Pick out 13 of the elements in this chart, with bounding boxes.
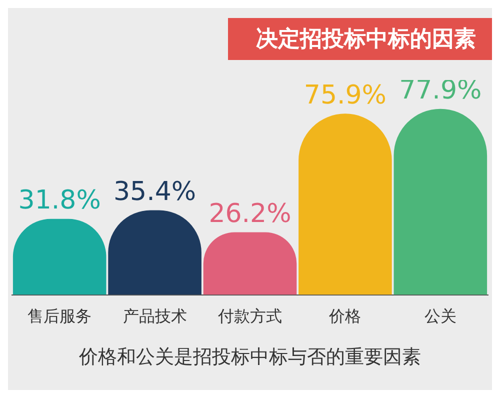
x-tick-label: 价格 [328, 306, 362, 326]
data-label: 26.2% [208, 199, 292, 230]
bar [298, 114, 392, 295]
data-label: 35.4% [113, 177, 196, 208]
x-tick-label: 公关 [424, 306, 456, 326]
x-tick-label: 产品技术 [122, 306, 187, 326]
data-label: 75.9% [304, 80, 387, 110]
text: 价格和公关是招投标中标与否的重要因素 [78, 345, 422, 370]
bar [394, 108, 488, 295]
chart-title: 决定招投标中标的因素 [228, 18, 492, 60]
x-tick-label: 付款方式 [217, 306, 282, 326]
x-tick-label: 售后服务 [28, 306, 92, 326]
data-label: 31.8% [18, 186, 101, 216]
